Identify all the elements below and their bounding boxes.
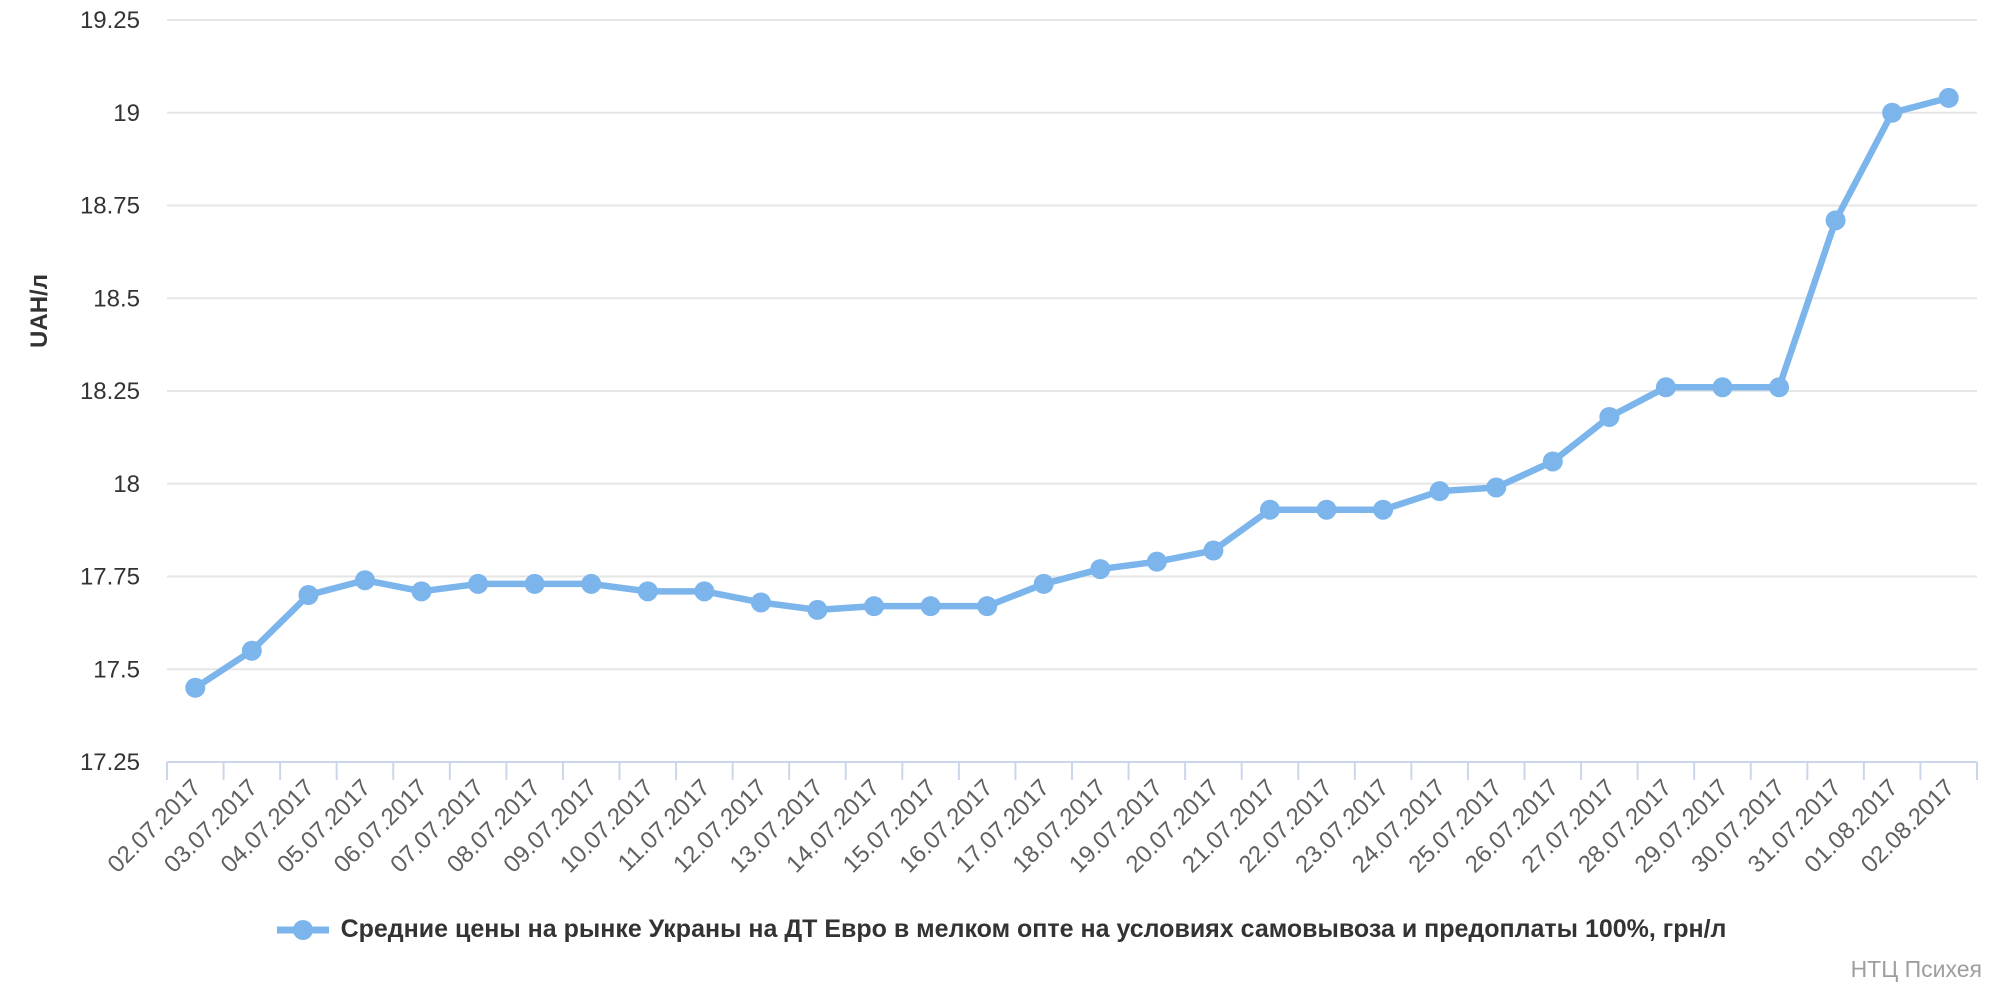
- y-axis-tick-label: 19.25: [80, 7, 140, 34]
- data-point-marker[interactable]: [1712, 377, 1733, 398]
- series-group: [185, 87, 1959, 698]
- y-axis-tick-label: 18.75: [80, 193, 140, 220]
- data-point-marker[interactable]: [1599, 406, 1620, 427]
- data-point-marker[interactable]: [1938, 87, 1959, 108]
- data-point-marker[interactable]: [637, 581, 658, 602]
- footer-credit: НТЦ Психея: [1850, 956, 1982, 982]
- data-point-marker[interactable]: [807, 599, 828, 620]
- data-point-marker[interactable]: [298, 585, 319, 606]
- series-line: [192, 94, 1952, 692]
- legend-marker-icon: [276, 919, 329, 940]
- y-axis-title: UAH/л: [26, 274, 53, 348]
- legend-label: Средние цены на рынке Украны на ДТ Евро …: [340, 915, 1727, 943]
- data-point-marker[interactable]: [1882, 102, 1903, 123]
- data-point-marker[interactable]: [1373, 499, 1394, 520]
- data-point-marker[interactable]: [1203, 540, 1224, 561]
- data-point-marker[interactable]: [1259, 499, 1280, 520]
- y-axis-tick-label: 17.25: [80, 749, 140, 776]
- data-point-marker[interactable]: [1825, 210, 1846, 231]
- x-axis-labels-group: 02.07.201703.07.201704.07.201705.07.2017…: [102, 774, 1959, 878]
- data-point-marker[interactable]: [750, 592, 771, 613]
- data-point-marker[interactable]: [241, 640, 262, 661]
- legend-item[interactable]: Средние цены на рынке Украны на ДТ Евро …: [274, 915, 1727, 944]
- data-point-marker[interactable]: [1655, 377, 1676, 398]
- data-point-marker[interactable]: [864, 596, 885, 617]
- data-point-marker[interactable]: [1429, 481, 1450, 502]
- y-axis-tick-label: 17.75: [80, 564, 140, 591]
- data-point-marker[interactable]: [185, 677, 206, 698]
- gridlines-group: [167, 19, 1977, 763]
- data-point-marker[interactable]: [581, 573, 602, 594]
- y-axis-tick-label: 18: [113, 471, 140, 498]
- data-point-marker[interactable]: [1146, 551, 1167, 572]
- data-point-marker[interactable]: [1542, 451, 1563, 472]
- data-point-marker[interactable]: [468, 573, 489, 594]
- data-point-marker[interactable]: [694, 581, 715, 602]
- y-axis-tick-label: 18.25: [80, 378, 140, 405]
- data-point-marker[interactable]: [977, 596, 998, 617]
- y-axis-tick-label: 18.5: [93, 285, 140, 312]
- data-point-marker[interactable]: [920, 596, 941, 617]
- data-point-marker[interactable]: [1486, 477, 1507, 498]
- y-axis-tick-label: 19: [113, 100, 140, 127]
- data-point-marker[interactable]: [411, 581, 432, 602]
- y-axis-tick-label: 17.5: [93, 656, 140, 683]
- data-point-marker[interactable]: [524, 573, 545, 594]
- data-point-marker[interactable]: [1033, 573, 1054, 594]
- data-point-marker[interactable]: [1769, 377, 1790, 398]
- data-point-marker[interactable]: [354, 570, 375, 591]
- data-point-marker[interactable]: [1316, 499, 1337, 520]
- x-axis-group: [166, 761, 1978, 780]
- data-point-marker[interactable]: [1090, 559, 1111, 580]
- y-axis-labels-group: 17.25 17.5 17.75 18 18.25 18.5 18.75 19 19.25: [80, 7, 140, 776]
- legend: Средние цены на рынке Украны на ДТ Евро …: [0, 915, 2000, 944]
